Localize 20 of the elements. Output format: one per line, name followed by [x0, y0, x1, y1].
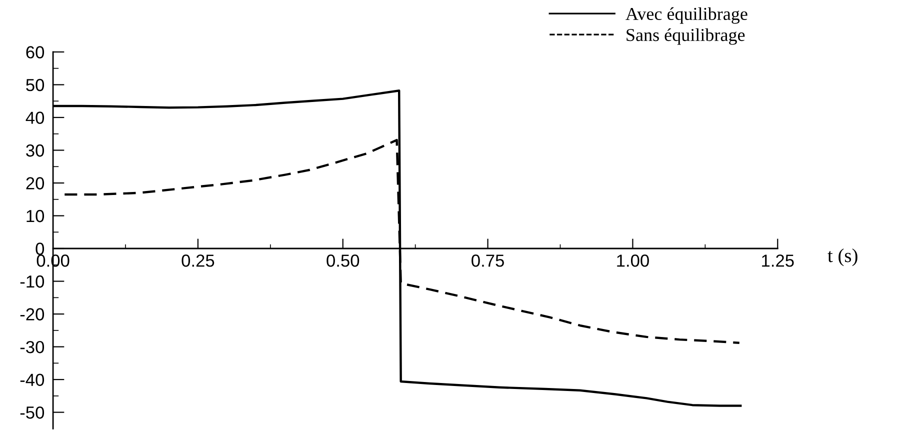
y-tick-label: 40	[26, 112, 44, 124]
y-tick-label: 30	[26, 144, 44, 157]
y-tick-label: -20	[20, 308, 44, 320]
x-tick-label: 0.25	[182, 254, 214, 267]
y-tick-label: -50	[20, 406, 44, 419]
x-tick-label: 1.25	[762, 254, 794, 267]
y-tick-label: -30	[20, 340, 44, 354]
legend-label: Sans équilibrage	[626, 28, 745, 45]
y-tick-label: 60	[26, 46, 44, 58]
y-tick-label: -40	[20, 374, 44, 386]
y-tick-label: 0	[36, 242, 44, 255]
y-tick-label: 20	[26, 177, 44, 190]
y-tick-label: 50	[26, 78, 44, 92]
x-tick-label: 0.75	[472, 254, 504, 267]
y-tick-label: 10	[26, 210, 44, 222]
legend-label: Avec équilibrage	[626, 7, 748, 24]
y-tick-label: -10	[20, 275, 44, 288]
x-axis-title: t (s)	[828, 248, 858, 266]
x-tick-label: 0.50	[326, 254, 360, 267]
x-tick-label: 1.00	[617, 254, 649, 267]
